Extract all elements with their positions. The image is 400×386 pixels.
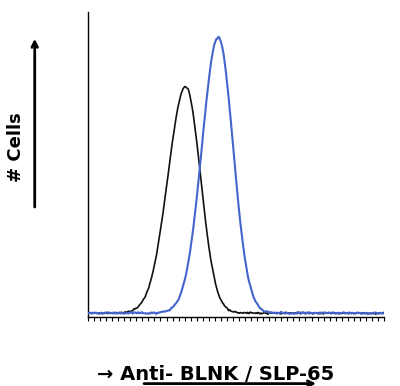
Text: # Cells: # Cells <box>7 112 25 181</box>
Text: → Anti- BLNK / SLP-65: → Anti- BLNK / SLP-65 <box>97 365 335 384</box>
